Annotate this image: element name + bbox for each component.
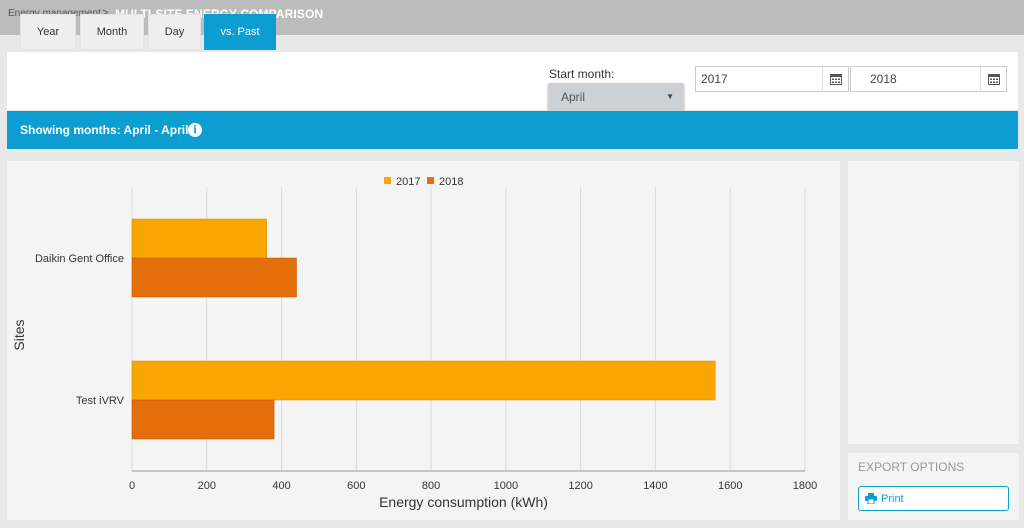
bar-2017-0 (131, 218, 267, 259)
x-tick-label: 1600 (718, 480, 742, 492)
date-from-value: 2017 (701, 72, 728, 86)
print-label: Print (881, 492, 904, 505)
info-icon[interactable]: i (188, 123, 202, 137)
x-tick-label: 0 (129, 480, 135, 492)
print-button[interactable]: Print (858, 486, 1009, 511)
x-axis-title: Energy consumption (kWh) (379, 494, 548, 510)
legend-swatch-2017 (384, 177, 391, 184)
bar-chart: 0 200 400 600 800 1000 1200 1400 1600 1800 Daikin … (11, 176, 817, 510)
y-category-label: Daikin Gent Office (35, 253, 124, 265)
info-banner: Showing months: April - April i (7, 111, 1018, 149)
calendar-icon[interactable] (822, 67, 848, 91)
chart-panel: 0 200 400 600 800 1000 1200 1400 1600 1800 Daikin … (7, 161, 840, 520)
x-tick-label: 400 (272, 480, 290, 492)
export-options-title: EXPORT OPTIONS (858, 460, 965, 474)
calendar-icon[interactable] (980, 67, 1006, 91)
breadcrumb-energy-management[interactable]: Energy management (8, 8, 101, 19)
export-panel: EXPORT OPTIONS Print (848, 453, 1019, 520)
legend-swatch-2018 (427, 177, 434, 184)
filter-panel (7, 52, 1018, 110)
x-tick-label: 1000 (494, 480, 518, 492)
y-axis-title: Sites (11, 319, 27, 350)
bar-2018-0 (131, 257, 297, 298)
date-to-value: 2018 (870, 72, 897, 86)
date-from-field[interactable]: 2017 (695, 66, 849, 92)
start-month-label: Start month: (549, 67, 615, 81)
x-tick-label: 200 (198, 480, 216, 492)
tab-year[interactable]: Year (20, 14, 76, 50)
banner-text: Showing months: April - April (20, 123, 189, 137)
x-tick-label: 800 (422, 480, 440, 492)
tab-month[interactable]: Month (80, 14, 144, 50)
bar-2017-1 (131, 360, 716, 401)
start-month-select[interactable]: April ▼ (548, 83, 684, 111)
bar-2018-1 (131, 399, 275, 440)
start-month-value: April (561, 90, 586, 104)
legend-label-2018: 2018 (439, 176, 463, 188)
date-to-field[interactable]: 2018 (850, 66, 1007, 92)
chevron-down-icon: ▼ (666, 92, 674, 101)
x-tick-label: 1200 (568, 480, 592, 492)
tab-vs-past[interactable]: vs. Past (204, 14, 276, 50)
x-tick-label: 1800 (793, 480, 817, 492)
breadcrumb-separator: > (102, 7, 109, 19)
legend-label-2017: 2017 (396, 176, 420, 188)
x-tick-label: 600 (347, 480, 365, 492)
side-panel (848, 161, 1019, 444)
x-tick-label: 1400 (643, 480, 667, 492)
y-category-label: Test iVRV (76, 395, 125, 407)
tab-day[interactable]: Day (148, 14, 201, 50)
printer-icon (865, 493, 877, 504)
